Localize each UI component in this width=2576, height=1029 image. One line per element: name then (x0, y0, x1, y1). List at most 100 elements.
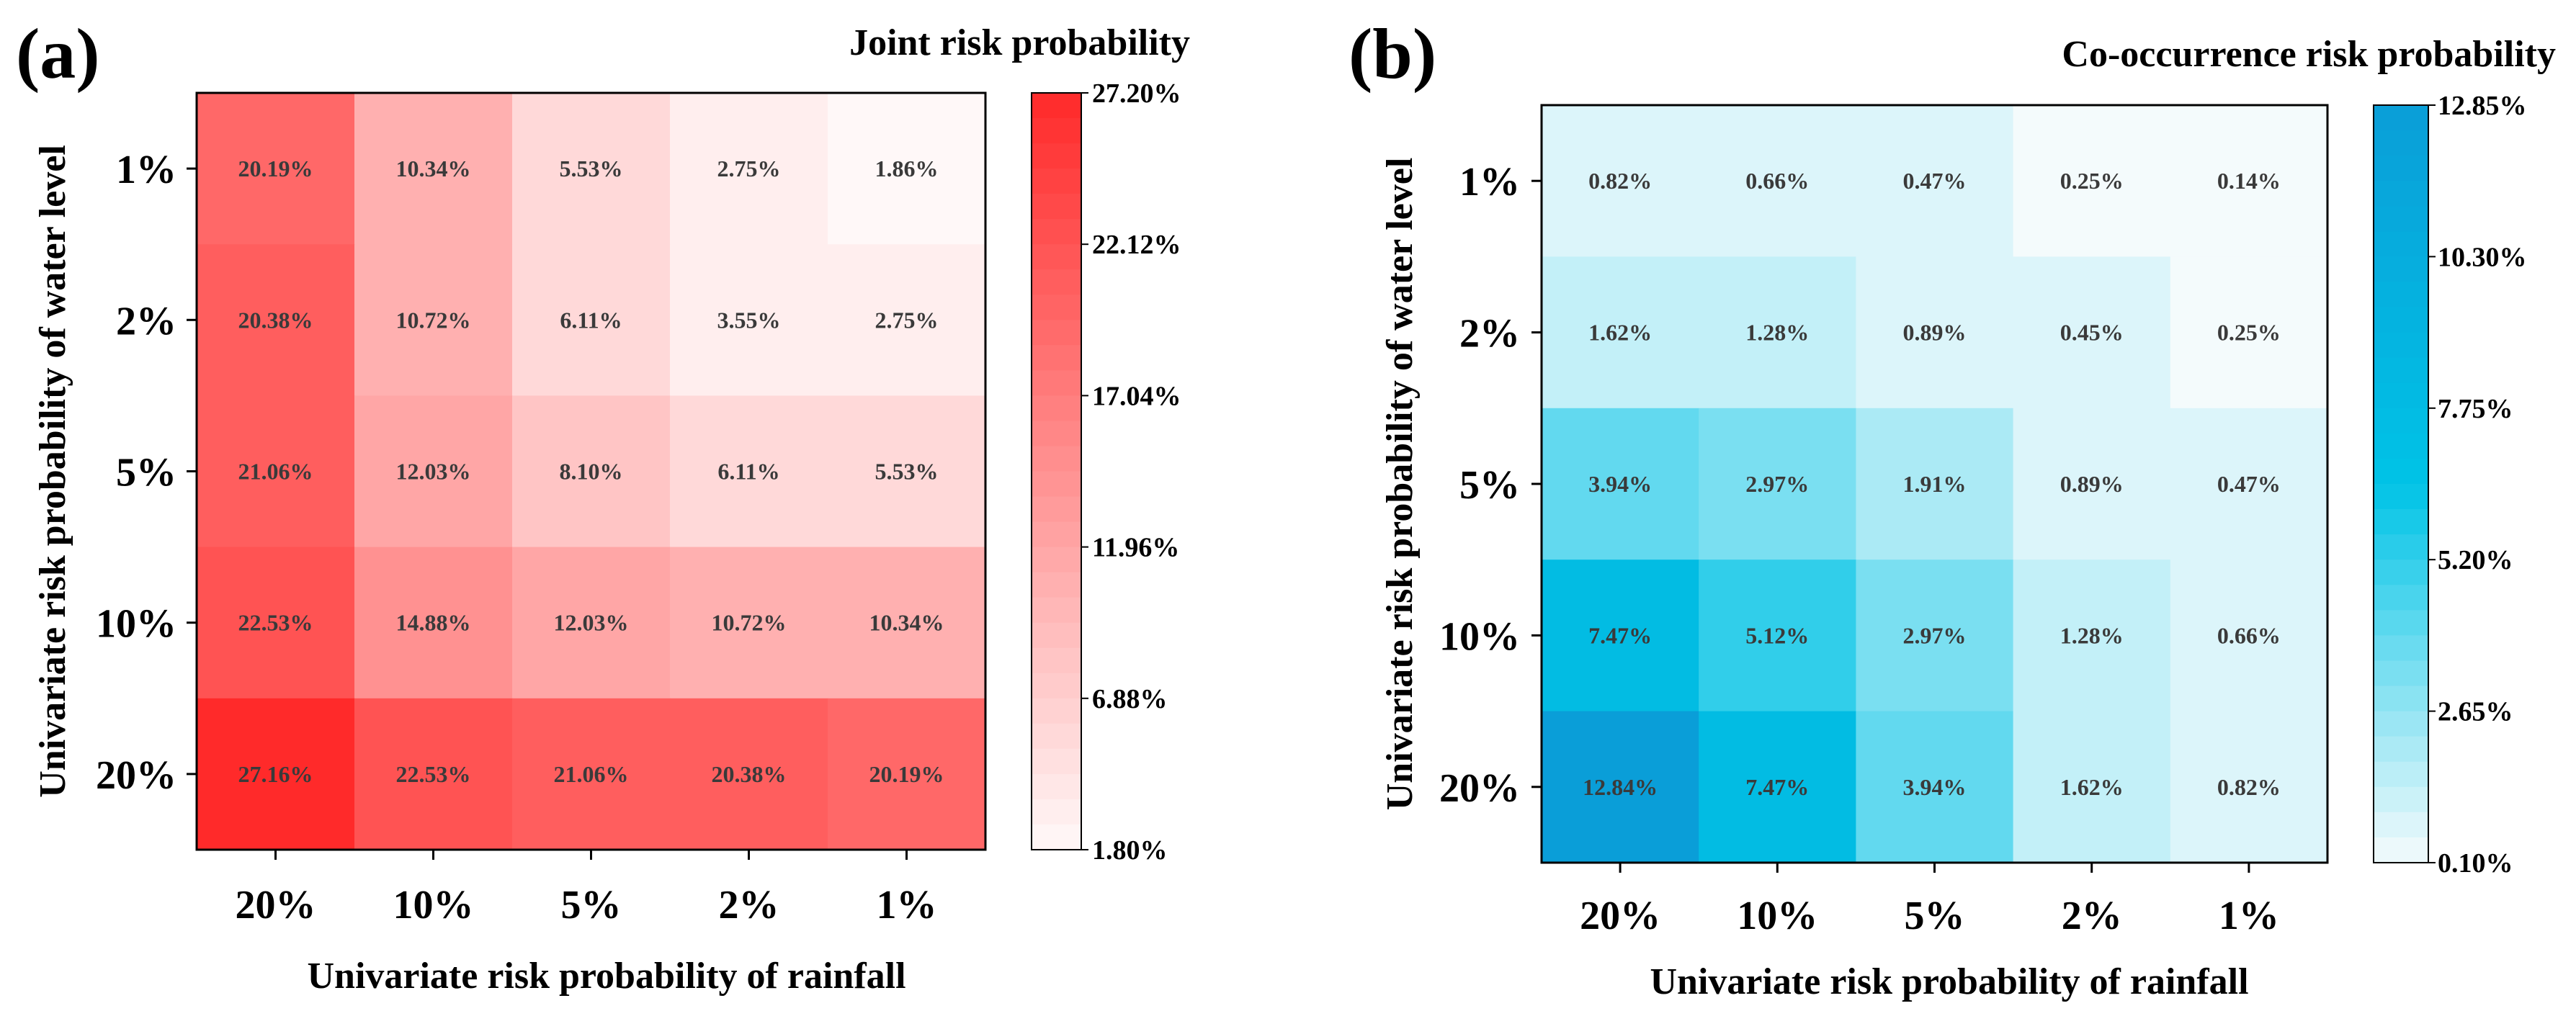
co-occurrence-cell-label-r3-c1: 3.94% (1588, 471, 1652, 497)
co-occurrence-cell-r5-c4 (2013, 711, 2171, 863)
co-occurrence-y-tick-2: 2% (1459, 312, 1520, 356)
co-occurrence-cell-label-r4-c3: 2.97% (1903, 622, 1967, 648)
co-occurrence-colorbar-title: Co-occurrence risk probability (2062, 34, 2556, 75)
joint-cell-label-r3-c4: 6.11% (717, 459, 779, 485)
joint-colorbar-band (1032, 773, 1081, 800)
co-occurrence-cell-label-r5-c5: 0.82% (2217, 774, 2281, 800)
co-occurrence-cell-label-r5-c3: 3.94% (1903, 774, 1967, 800)
co-occurrence-colorbar-band (2374, 357, 2428, 384)
co-occurrence-colorbar-tick-4: 5.20% (2438, 545, 2513, 575)
co-occurrence-cell-r2-c4 (2013, 256, 2171, 409)
co-occurrence-colorbar-band (2374, 635, 2428, 662)
co-occurrence-colorbar-band (2374, 560, 2428, 585)
joint-colorbar-band (1032, 395, 1081, 422)
joint-colorbar-band (1032, 547, 1081, 573)
co-occurrence-colorbar-band (2374, 307, 2428, 333)
joint-colorbar-tick-6: 1.80% (1092, 835, 1168, 866)
co-occurrence-colorbar-band (2374, 610, 2428, 636)
co-occurrence-cell-r5-c3 (1856, 711, 2014, 863)
joint-cell-r5-c2 (354, 698, 513, 850)
panel-label-a: (a) (16, 14, 100, 94)
joint-cell-label-r1-c1: 20.19% (238, 156, 313, 181)
co-occurrence-colorbar-band (2374, 231, 2428, 257)
joint-x-tick-3: 5% (561, 883, 622, 927)
joint-cell-label-r3-c1: 21.06% (238, 459, 313, 485)
co-occurrence-cell-label-r1-c1: 0.82% (1588, 168, 1652, 194)
co-occurrence-y-axis-label: Univariate risk probability of water lev… (1379, 158, 1421, 811)
joint-cell-r3-c1 (197, 395, 355, 548)
co-occurrence-cell-r4-c2 (1699, 560, 1856, 712)
joint-y-tick-labels: 1% 2% 5% 10% 20% (96, 148, 197, 798)
co-occurrence-cell-label-r1-c4: 0.25% (2060, 168, 2124, 194)
co-occurrence-cell-label-r2-c4: 0.45% (2060, 320, 2124, 346)
joint-x-tick-labels: 20% 10% 5% 2% 1% (236, 850, 937, 927)
co-occurrence-colorbar-band (2374, 837, 2428, 863)
co-occurrence-cell-label-r2-c3: 0.89% (1903, 320, 1967, 346)
joint-colorbar-band (1032, 572, 1081, 598)
co-occurrence-cell-r3-c2 (1699, 408, 1856, 560)
joint-x-axis-label: Univariate risk probability of rainfall (307, 956, 905, 997)
co-occurrence-cell-r2-c2 (1699, 256, 1856, 409)
joint-cell-label-r2-c2: 10.72% (396, 307, 471, 333)
co-occurrence-colorbar (2374, 105, 2428, 863)
co-occurrence-cell-r3-c4 (2013, 408, 2171, 560)
joint-colorbar-tick-1: 27.20% (1092, 78, 1181, 109)
joint-cell-r5-c1 (197, 698, 355, 850)
co-occurrence-y-tick-3: 5% (1459, 463, 1520, 508)
joint-cell-r5-c5 (828, 698, 986, 850)
joint-colorbar-band (1032, 143, 1081, 169)
joint-y-tick-4: 10% (96, 602, 176, 647)
joint-cell-r3-c3 (512, 395, 671, 548)
co-occurrence-colorbar-band (2374, 181, 2428, 207)
joint-colorbar (1032, 93, 1081, 850)
joint-colorbar-band (1032, 370, 1081, 396)
joint-cell-label-r2-c3: 6.11% (560, 307, 622, 333)
co-occurrence-cell-r1-c1 (1542, 105, 1699, 257)
joint-colorbar-band (1032, 269, 1081, 295)
joint-colorbar-band (1032, 345, 1081, 371)
co-occurrence-cell-label-r5-c4: 1.62% (2060, 774, 2124, 800)
co-occurrence-x-tick-1: 20% (1580, 894, 1660, 938)
joint-y-tick-2: 2% (116, 299, 176, 343)
co-occurrence-cell-r4-c1 (1542, 560, 1699, 712)
co-occurrence-colorbar-band (2374, 686, 2428, 712)
co-occurrence-y-tick-4: 10% (1439, 614, 1520, 659)
co-occurrence-y-tick-5: 20% (1439, 766, 1520, 811)
co-occurrence-cell-r1-c4 (2013, 105, 2171, 257)
co-occurrence-x-tick-5: 1% (2219, 894, 2279, 938)
joint-colorbar-band (1032, 824, 1081, 850)
joint-cell-r1-c4 (670, 93, 828, 245)
co-occurrence-colorbar-ticks: 12.85% 10.30% 7.75% 5.20% 2.65% 0.10% (2428, 91, 2527, 879)
joint-cell-label-r5-c3: 21.06% (554, 761, 629, 787)
joint-cell-r3-c5 (828, 395, 986, 548)
co-occurrence-heatmap-cells (1542, 105, 2328, 863)
co-occurrence-colorbar-tick-6: 0.10% (2438, 848, 2513, 879)
co-occurrence-cell-label-r2-c5: 0.25% (2217, 320, 2281, 346)
co-occurrence-colorbar-tick-2: 10.30% (2438, 242, 2527, 272)
co-occurrence-cell-label-r2-c2: 1.28% (1745, 320, 1809, 346)
co-occurrence-cell-r2-c5 (2170, 256, 2328, 409)
joint-y-tick-5: 20% (96, 753, 176, 798)
joint-colorbar-tick-3: 17.04% (1092, 381, 1181, 411)
joint-colorbar-frame (1031, 92, 1082, 850)
co-occurrence-colorbar-band (2374, 711, 2428, 737)
joint-cell-label-r4-c4: 10.72% (712, 610, 787, 636)
co-occurrence-cell-r5-c1 (1542, 711, 1699, 863)
joint-colorbar-band (1032, 723, 1081, 750)
joint-colorbar-band (1032, 748, 1081, 775)
panel-label-b: (b) (1349, 14, 1436, 94)
joint-cell-r4-c2 (354, 547, 513, 699)
joint-cell-r2-c2 (354, 244, 513, 396)
joint-cell-r1-c1 (197, 93, 355, 245)
co-occurrence-cell-r2-c3 (1856, 256, 2014, 409)
joint-cell-label-r4-c5: 10.34% (869, 610, 944, 636)
co-occurrence-colorbar-band (2374, 786, 2428, 813)
joint-cell-label-r1-c2: 10.34% (396, 156, 471, 181)
co-occurrence-colorbar-tick-1: 12.85% (2438, 91, 2527, 121)
joint-colorbar-band (1032, 446, 1081, 472)
joint-cell-label-r1-c3: 5.53% (560, 156, 623, 181)
joint-x-tick-5: 1% (877, 883, 937, 927)
co-occurrence-colorbar-band (2374, 382, 2428, 409)
co-occurrence-colorbar-band (2374, 105, 2428, 131)
